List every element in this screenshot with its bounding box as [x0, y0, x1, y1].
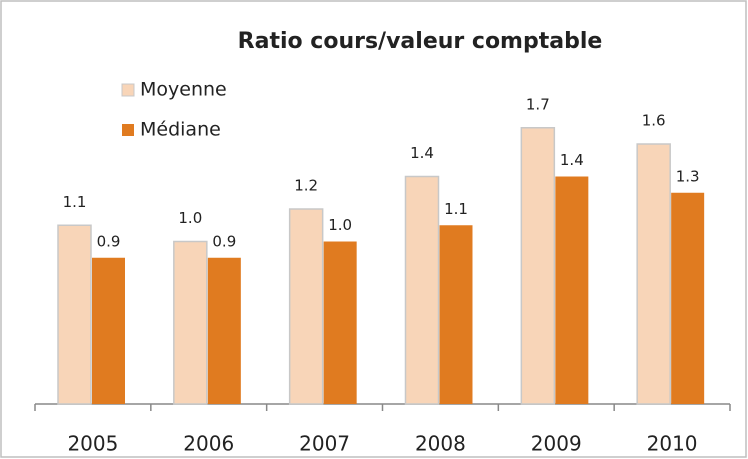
x-tick-label: 2005	[67, 432, 118, 456]
bar	[636, 143, 671, 405]
bar	[92, 257, 125, 404]
x-tick-label: 2010	[647, 432, 698, 456]
legend-swatch	[122, 124, 134, 136]
data-label: 1.7	[526, 95, 550, 113]
data-label: 0.9	[212, 232, 236, 250]
data-label: 1.4	[410, 144, 434, 162]
data-label: 1.3	[676, 167, 700, 185]
legend-label: Moyenne	[140, 79, 227, 101]
data-label: 1.4	[560, 151, 584, 169]
chart-title: Ratio cours/valeur comptable	[238, 29, 603, 54]
data-label: 1.6	[642, 112, 666, 130]
bar	[520, 127, 556, 405]
bar	[57, 224, 92, 405]
bar	[671, 192, 705, 404]
x-tick-label: 2009	[531, 432, 582, 456]
data-label: 1.0	[178, 209, 202, 227]
bar	[288, 208, 324, 405]
data-label: 0.9	[97, 232, 121, 250]
bar	[439, 225, 473, 404]
bar	[323, 241, 357, 404]
bar	[404, 175, 440, 405]
data-label: 1.1	[63, 193, 87, 211]
data-label: 1.2	[294, 177, 318, 195]
bar	[207, 257, 241, 404]
x-tick-label: 2008	[415, 432, 466, 456]
legend-label: Médiane	[140, 119, 221, 141]
legend-swatch	[121, 83, 135, 97]
data-label: 1.1	[444, 200, 468, 218]
x-tick-label: 2006	[183, 432, 234, 456]
data-label: 1.0	[328, 216, 352, 234]
x-tick-label: 2007	[299, 432, 350, 456]
bar	[555, 176, 589, 404]
bar	[173, 240, 208, 405]
